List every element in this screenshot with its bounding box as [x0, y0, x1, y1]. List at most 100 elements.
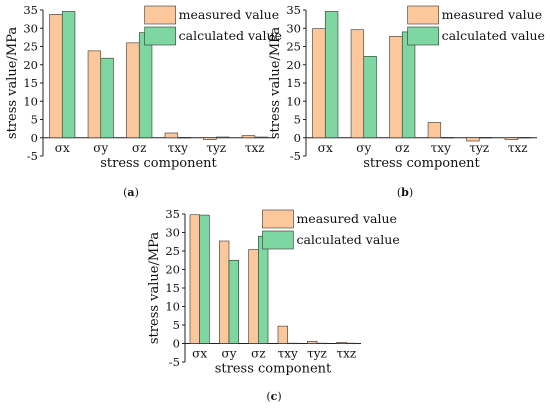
- y-tick-label: 5: [31, 113, 38, 127]
- bar-measured-4: [466, 137, 480, 142]
- bar-measured-1: [87, 50, 102, 139]
- x-tick-label: τxy: [168, 141, 188, 155]
- bar-calculated-5: [254, 136, 268, 139]
- y-tick-label: 20: [286, 58, 301, 72]
- x-axis-label: stress component: [363, 156, 480, 171]
- x-tick-label: σz: [251, 347, 266, 361]
- panel-label: (c): [266, 390, 281, 403]
- x-tick-label: τyz: [469, 141, 489, 155]
- y-tick-label: 5: [294, 113, 301, 127]
- y-tick-label: 5: [173, 318, 180, 332]
- legend-swatch-calculated: [407, 26, 439, 46]
- x-axis-label: stress component: [215, 362, 332, 377]
- y-tick-label: 35: [165, 207, 180, 221]
- y-tick-label: 10: [165, 300, 180, 314]
- y-tick-label: 15: [23, 76, 38, 90]
- y-tick-label: 0: [31, 131, 38, 145]
- panel-label: (a): [123, 186, 139, 199]
- bar-measured-2: [126, 42, 140, 139]
- bar-calculated-3: [287, 342, 298, 345]
- y-tick-label: 30: [165, 226, 180, 240]
- y-tick-label: 15: [165, 281, 180, 295]
- y-tick-label: -5: [27, 149, 38, 163]
- x-tick-label: τxy: [278, 347, 298, 361]
- y-tick-label: 25: [23, 40, 38, 54]
- y-tick-label: 35: [286, 3, 301, 17]
- bar-measured-1: [219, 240, 230, 344]
- bar-measured-2: [389, 35, 403, 139]
- legend-label-calculated: calculated value: [179, 28, 282, 43]
- bar-calculated-2: [401, 31, 416, 139]
- y-tick-label: 10: [286, 94, 301, 108]
- y-axis-label: stress value/MPa: [268, 27, 283, 139]
- bar-calculated-1: [100, 57, 114, 139]
- panel-label: (b): [397, 186, 413, 199]
- bar-measured-2: [248, 249, 259, 344]
- y-tick-label: 0: [294, 131, 301, 145]
- bar-measured-3: [164, 132, 179, 139]
- bar-measured-5: [336, 342, 347, 344]
- x-tick-label: σx: [55, 141, 70, 155]
- legend-label-calculated: calculated value: [442, 28, 545, 43]
- y-tick-label: 10: [23, 94, 38, 108]
- x-tick-label: τxz: [245, 141, 265, 155]
- bar-calculated-4: [215, 136, 230, 139]
- y-tick-label: 30: [23, 21, 38, 35]
- bar-measured-0: [49, 14, 63, 139]
- y-tick-label: 30: [286, 21, 301, 35]
- y-axis-label: stress value/MPa: [5, 27, 20, 139]
- x-tick-label: σz: [395, 141, 410, 155]
- legend-swatch-calculated: [144, 26, 176, 46]
- y-tick-label: 15: [286, 76, 301, 90]
- bar-measured-4: [203, 137, 217, 140]
- bar-measured-0: [312, 28, 326, 139]
- y-axis-label: stress value/MPa: [147, 232, 162, 344]
- bar-calculated-1: [228, 259, 239, 344]
- legend-label-measured: measured value: [296, 211, 396, 226]
- bar-measured-4: [307, 340, 318, 344]
- bar-calculated-2: [258, 235, 269, 344]
- x-tick-label: τyz: [206, 141, 226, 155]
- y-tick-label: 20: [23, 58, 38, 72]
- y-tick-label: 20: [165, 263, 180, 277]
- y-tick-label: 0: [173, 337, 180, 351]
- bar-measured-3: [427, 122, 442, 139]
- x-axis-label: stress component: [100, 156, 217, 171]
- legend-label-measured: measured value: [179, 7, 279, 22]
- x-tick-label: σx: [192, 347, 207, 361]
- bar-calculated-1: [363, 56, 377, 139]
- x-tick-label: σx: [318, 141, 333, 155]
- x-tick-label: τxy: [431, 141, 451, 155]
- bar-calculated-3: [440, 137, 454, 139]
- legend-swatch-calculated: [262, 230, 294, 250]
- bar-measured-0: [189, 214, 200, 344]
- x-tick-label: τxz: [508, 141, 528, 155]
- y-tick-label: -5: [169, 355, 180, 369]
- bar-calculated-4: [316, 342, 327, 345]
- bar-measured-5: [241, 135, 256, 139]
- legend-swatch-measured: [144, 5, 176, 25]
- y-tick-label: 25: [286, 40, 301, 54]
- legend-label-measured: measured value: [442, 7, 542, 22]
- bar-measured-1: [350, 29, 365, 139]
- bar-calculated-0: [199, 214, 210, 344]
- bar-calculated-2: [138, 32, 153, 139]
- bar-calculated-3: [177, 137, 191, 139]
- x-tick-label: τyz: [307, 347, 327, 361]
- legend-swatch-measured: [262, 209, 294, 229]
- y-tick-label: 35: [23, 3, 38, 17]
- bar-calculated-5: [346, 342, 357, 345]
- bar-measured-3: [277, 325, 288, 344]
- y-tick-label: 25: [165, 244, 180, 258]
- bar-calculated-5: [517, 137, 531, 139]
- x-tick-label: σy: [222, 347, 237, 361]
- y-tick-label: -5: [290, 149, 301, 163]
- bar-measured-5: [504, 137, 519, 140]
- legend-swatch-measured: [407, 5, 439, 25]
- x-tick-label: σy: [356, 141, 371, 155]
- bar-calculated-4: [478, 137, 493, 139]
